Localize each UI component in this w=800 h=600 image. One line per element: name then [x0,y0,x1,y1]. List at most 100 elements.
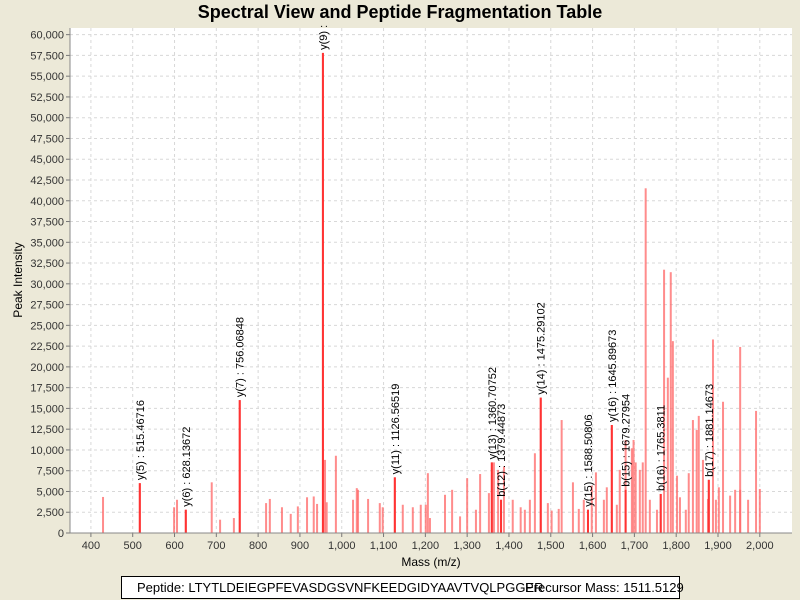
y-tick-label: 55,000 [30,71,64,83]
annotated-peak-bar [610,425,613,533]
annotated-peak-bar [500,499,503,533]
peak-bar [729,495,732,533]
peak-bar [632,439,635,533]
peak-bar [615,504,618,533]
x-tick-label: 1,100 [370,540,398,552]
peak-bar [676,475,679,533]
peak-bar [232,518,235,533]
peak-bar [663,269,666,533]
peak-bar [758,488,761,533]
peak-bar [466,478,469,533]
annotations: y(5) : 515.46716 y(6) : 628.13672 y(7) : 7… [135,25,716,507]
peak-bar [533,453,536,533]
x-tick-label: 400 [82,540,100,552]
peak-bar [502,466,505,533]
peak-annotation-label: y(6) : 628.13672 [181,427,193,507]
x-tick-label: 600 [165,540,183,552]
y-tick-label: 0 [58,528,64,540]
peak-bar [357,489,360,533]
peak-bar [546,503,549,533]
peak-bar [734,489,737,533]
peak-annotation-label: b(17) : 1881.14673 [704,384,716,477]
peak-bar [419,504,422,533]
y-tick-label: 50,000 [30,113,64,125]
y-tick-label: 35,000 [30,237,64,249]
peak-bar [378,503,381,533]
peak-bar [401,504,404,533]
peak-bar [428,518,431,533]
peak-bar [511,499,514,533]
peak-bar [306,497,309,533]
peak-bar [444,494,447,533]
x-tick-label: 1,900 [704,540,732,552]
x-tick-label: 1,400 [495,540,523,552]
peak-bar [210,482,213,533]
peak-bar [173,507,176,533]
peak-bar [474,509,477,533]
annotated-peak-bar [490,462,493,533]
peak-bar [624,439,627,533]
x-tick-label: 800 [249,540,267,552]
peak-bar [280,507,283,533]
peak-annotation-label: y(11) : 1126.56519 [390,384,402,475]
peak-bar [426,473,429,533]
peak-bar [324,459,327,533]
x-tick-label: 1,800 [662,540,690,552]
peak-bar [711,339,714,533]
peak-bar [739,346,742,533]
y-tick-label: 57,500 [30,50,64,62]
peak-bar [747,499,750,533]
peak-annotation-label: y(16) : 1645.89673 [607,330,619,422]
y-tick-label: 45,000 [30,154,64,166]
x-tick-label: 2,000 [746,540,774,552]
y-tick-label: 10,000 [30,445,64,457]
x-tick-label: 1,500 [537,540,565,552]
y-tick-label: 25,000 [30,320,64,332]
peak-bar [671,341,674,533]
peak-bar [666,377,669,533]
peak-bar [523,509,526,533]
peak-bar [424,504,427,533]
annotated-peak-bar [707,479,710,533]
annotated-peak-bar [659,493,662,533]
y-tick-label: 52,500 [30,92,64,104]
peak-bar [717,487,720,533]
peak-bar [411,507,414,533]
y-tick-label: 40,000 [30,196,64,208]
annotated-peak-bar [138,483,141,533]
x-tick-label: 1,300 [453,540,481,552]
peak-bar [678,497,681,533]
y-tick-label: 47,500 [30,133,64,145]
peak-bar [714,499,717,533]
peak-bar [528,499,531,533]
peak-bar [557,508,560,533]
peak-bar [701,459,704,533]
peak-bar [176,499,179,533]
y-tick-label: 12,500 [30,424,64,436]
peak-bar [594,472,597,533]
peak-annotation-label: b(15) : 1679.27954 [621,394,633,487]
y-tick-label: 17,500 [30,383,64,395]
y-tick-label: 2,500 [36,507,64,519]
peak-bar [519,507,522,533]
x-tick-label: 1,200 [412,540,440,552]
peak-bar [644,188,647,534]
precursor-mass: Precursor Mass: 1511.5129 [525,580,684,595]
peak-bar [669,272,672,533]
peak-bar [316,503,319,533]
peaks [102,52,761,534]
annotated-peak-bar [321,52,324,534]
peak-bar [605,487,608,533]
peak-bar [590,485,593,533]
peak-annotation-label: b(16) : 1765.3811 [656,405,668,491]
peak-annotation-label: y(7) : 756.06848 [235,317,247,397]
peak-bar [268,498,271,533]
peak-bar [325,502,328,533]
y-tick-label: 15,000 [30,403,64,415]
peak-bar [684,509,687,533]
peak-bar [582,499,585,533]
peak-bar [381,507,384,533]
peak-bar [630,448,633,533]
annotated-peak-bar [184,509,187,533]
